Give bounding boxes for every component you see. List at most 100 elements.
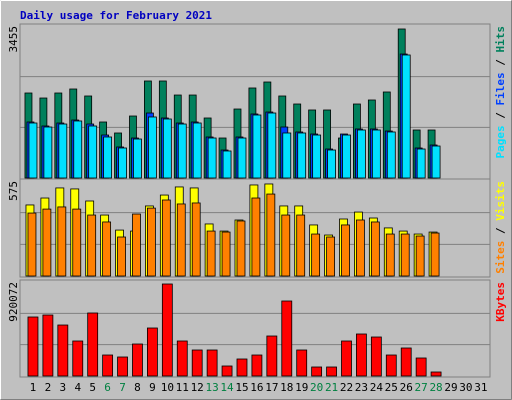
legend: Sites / Visits xyxy=(494,181,507,274)
x-tick-label: 30 xyxy=(459,381,472,394)
bar xyxy=(252,114,262,179)
bar xyxy=(72,208,82,277)
legend: KBytes xyxy=(494,282,507,322)
bar xyxy=(385,233,395,277)
bar xyxy=(132,343,143,377)
bar xyxy=(58,123,68,179)
legend-entry: KBytes xyxy=(494,282,507,322)
bar xyxy=(385,354,397,377)
x-tick-label: 12 xyxy=(191,381,204,394)
x-tick-label: 21 xyxy=(325,381,338,394)
bar xyxy=(370,221,380,277)
title: Daily usage for February 2021 xyxy=(20,9,212,22)
x-tick-label: 13 xyxy=(206,381,219,394)
bar xyxy=(415,357,427,377)
legend-separator: / xyxy=(494,221,507,241)
x-tick-label: 23 xyxy=(355,381,368,394)
bar xyxy=(430,232,440,277)
bar xyxy=(88,125,98,179)
bar xyxy=(176,203,186,277)
x-tick-label: 18 xyxy=(280,381,293,394)
x-tick-label: 3 xyxy=(60,381,67,394)
bar xyxy=(356,333,367,377)
y-tick-label: 3455 xyxy=(7,26,20,53)
bar xyxy=(281,214,291,277)
bar xyxy=(401,54,411,179)
bar xyxy=(102,221,112,277)
bar xyxy=(42,314,54,377)
x-tick-label: 28 xyxy=(429,381,442,394)
x-tick-label: 7 xyxy=(119,381,126,394)
bar xyxy=(191,202,201,277)
x-tick-label: 29 xyxy=(444,381,457,394)
x-tick-label: 5 xyxy=(89,381,96,394)
legend-entry: Sites xyxy=(494,241,507,274)
bar xyxy=(162,118,172,179)
bar xyxy=(327,149,336,179)
x-tick-label: 27 xyxy=(415,381,428,394)
bar xyxy=(103,136,113,179)
bar xyxy=(161,199,171,277)
bar xyxy=(311,233,321,277)
x-tick-label: 2 xyxy=(45,381,52,394)
bar xyxy=(281,300,293,377)
bar xyxy=(222,150,232,179)
x-tick-label: 6 xyxy=(104,381,111,394)
bar xyxy=(356,219,365,277)
bar xyxy=(341,224,350,277)
bar xyxy=(326,366,337,377)
x-tick-label: 20 xyxy=(310,381,323,394)
bar xyxy=(357,129,366,179)
x-tick-label: 22 xyxy=(340,381,353,394)
bar xyxy=(147,327,158,377)
x-tick-label: 10 xyxy=(161,381,174,394)
bar xyxy=(296,349,308,377)
bar xyxy=(221,365,233,377)
bar xyxy=(251,354,263,377)
x-tick-label: 24 xyxy=(370,381,384,394)
x-tick-label: 9 xyxy=(149,381,156,394)
bar xyxy=(207,137,217,179)
bar xyxy=(415,235,425,277)
bar xyxy=(43,126,53,179)
bar xyxy=(342,134,351,179)
bar xyxy=(297,132,307,179)
bar xyxy=(73,120,83,179)
bar xyxy=(400,347,412,377)
bar xyxy=(102,354,114,377)
legend-entry: Visits xyxy=(494,181,507,221)
bar xyxy=(311,366,323,377)
bar xyxy=(266,335,278,377)
x-tick-label: 4 xyxy=(74,381,81,394)
x-tick-label: 14 xyxy=(220,381,234,394)
legend-separator: / xyxy=(494,53,507,73)
bar xyxy=(147,207,156,277)
x-tick-label: 19 xyxy=(295,381,308,394)
bar xyxy=(57,206,67,277)
bar xyxy=(28,122,38,179)
x-tick-label: 31 xyxy=(474,381,487,394)
bar xyxy=(87,214,97,277)
y-tick-label: 920072 xyxy=(7,282,20,322)
bar xyxy=(341,340,352,377)
bar xyxy=(27,212,37,277)
legend-entry: Pages xyxy=(494,125,507,158)
x-tick-label: 1 xyxy=(30,381,37,394)
bar xyxy=(176,340,188,377)
x-tick-label: 25 xyxy=(385,381,398,394)
bar xyxy=(191,349,203,377)
legend: Pages / Files / Hits xyxy=(494,26,507,159)
bar xyxy=(132,213,141,277)
bar xyxy=(72,340,84,377)
x-tick-label: 17 xyxy=(265,381,278,394)
bar xyxy=(371,129,381,179)
bar xyxy=(236,358,248,377)
x-tick-label: 11 xyxy=(176,381,189,394)
bar xyxy=(312,134,322,179)
bar xyxy=(27,316,39,377)
bar xyxy=(177,123,187,179)
bar xyxy=(296,214,306,277)
bar xyxy=(87,312,99,377)
bar xyxy=(117,236,126,277)
